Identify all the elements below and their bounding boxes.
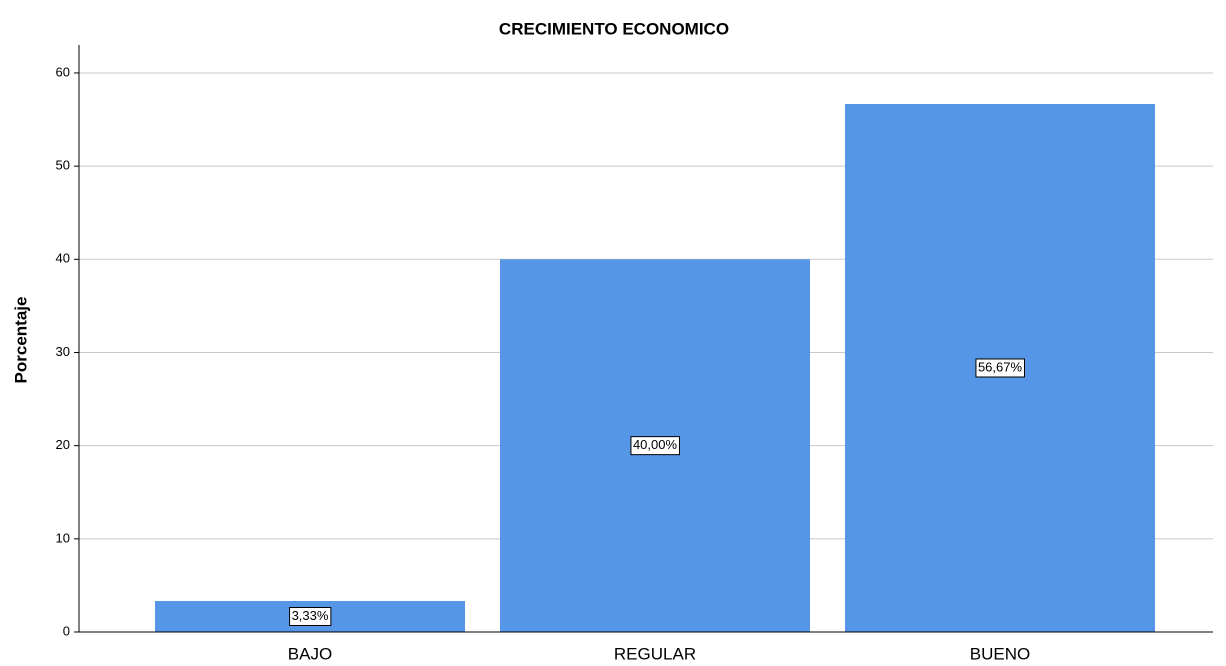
y-axis-label: Porcentaje bbox=[11, 297, 30, 384]
value-label: 3,33% bbox=[292, 608, 329, 623]
y-tick-label: 0 bbox=[63, 623, 70, 638]
y-tick-label: 20 bbox=[56, 437, 70, 452]
y-tick-label: 50 bbox=[56, 158, 70, 173]
x-tick-label: REGULAR bbox=[614, 644, 696, 663]
y-tick-label: 10 bbox=[56, 530, 70, 545]
y-tick-label: 60 bbox=[56, 64, 70, 79]
value-label-box bbox=[975, 358, 1025, 378]
chart-title: CRECIMIENTO ECONOMICO bbox=[499, 19, 729, 38]
value-label-box bbox=[289, 606, 332, 626]
value-label: 56,67% bbox=[978, 359, 1023, 374]
value-label-box bbox=[630, 436, 680, 456]
x-tick-label: BAJO bbox=[288, 644, 332, 663]
y-tick-label: 40 bbox=[56, 251, 70, 266]
y-tick-label: 30 bbox=[56, 344, 70, 359]
value-label: 40,00% bbox=[633, 437, 678, 452]
x-tick-label: BUENO bbox=[970, 644, 1030, 663]
